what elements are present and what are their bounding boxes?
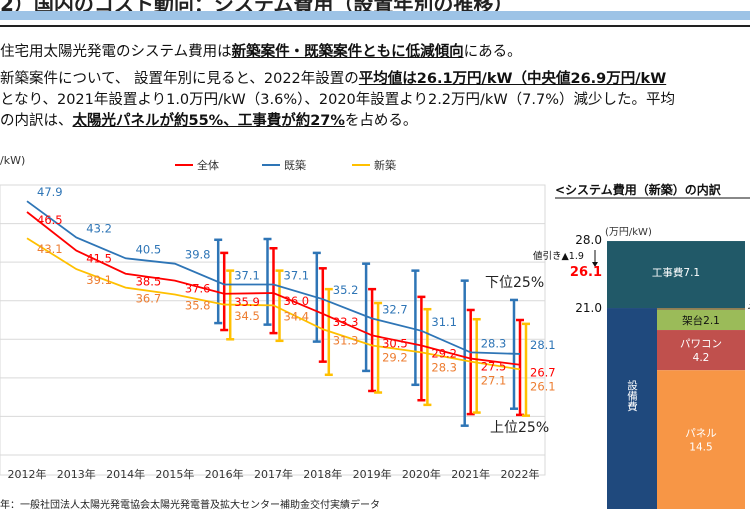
- series-line-新築: [26, 237, 521, 371]
- x-tick-label: 2017年: [254, 467, 293, 481]
- arrow-head: [592, 262, 598, 267]
- y-axis-unit: /kW): [0, 154, 25, 167]
- data-label: 31.1: [431, 315, 457, 329]
- data-label: 39.1: [86, 273, 112, 287]
- title-band: [0, 11, 750, 20]
- data-label: 30.5: [382, 336, 408, 350]
- data-label: 43.1: [37, 242, 63, 256]
- segment-パワコン: [657, 330, 745, 371]
- data-label: 34.5: [234, 309, 260, 323]
- data-label: 35.2: [333, 283, 359, 297]
- data-label: 36.7: [136, 292, 162, 306]
- data-label: 28.3: [481, 336, 507, 350]
- data-label: 32.7: [382, 302, 408, 316]
- data-label: 31.3: [333, 333, 359, 347]
- segment-label: パネル: [685, 428, 717, 440]
- x-tick-label: 2020年: [402, 467, 441, 481]
- data-label: 28.3: [431, 360, 457, 374]
- data-label: 38.5: [136, 275, 162, 289]
- data-label: 27.5: [481, 360, 507, 374]
- annotation-upper: 上位25%: [490, 420, 549, 436]
- segment-その他: [657, 308, 745, 310]
- x-tick-label: 2016年: [205, 467, 244, 481]
- data-label: 39.8: [185, 248, 211, 262]
- segment-value: 4.2: [693, 352, 710, 364]
- data-label: 37.6: [185, 282, 211, 296]
- segment-label: パワコン: [680, 338, 722, 350]
- axis-label: 28.0: [575, 233, 602, 247]
- emphasis: 平均値は26.1万円/kW（中央値26.9万円/kW: [358, 71, 667, 87]
- emphasis: 太陽光パネルが約55%、工事費が約27%: [72, 113, 345, 129]
- segment-label: 架台2.1: [682, 314, 720, 327]
- data-label: 29.2: [431, 346, 457, 360]
- series-line-全体: [26, 211, 521, 366]
- breakdown-title: <システム費用（新築）の内訳: [555, 182, 722, 197]
- data-label: 33.3: [333, 315, 359, 329]
- data-label: 41.5: [86, 252, 112, 266]
- summary-line-1: 住宅用太陽光発電のシステム費用は新築案件・既築案件ともに低減傾向にある。: [0, 40, 522, 61]
- legend-label: 既築: [284, 158, 306, 172]
- summary-line-4: の内訳は、太陽光パネルが約55%、工事費が約27%を占める。: [0, 109, 417, 130]
- segment-工事費: [607, 241, 745, 309]
- annotation-lower: 下位25%: [485, 275, 544, 291]
- data-label: 28.1: [530, 338, 556, 352]
- data-label: 35.8: [185, 299, 211, 313]
- breakdown-unit: (万円/kW): [605, 227, 652, 238]
- data-label: 37.1: [234, 269, 260, 283]
- legend-label: 新築: [374, 158, 396, 172]
- summary-line-2: 新築案件について、 設置年別に見ると、2022年設置の平均値は26.1万円/kW…: [0, 67, 666, 88]
- data-label: 46.5: [37, 213, 63, 227]
- x-tick-label: 2022年: [501, 467, 540, 481]
- data-label: 26.1: [530, 380, 556, 394]
- text: を占める。: [344, 113, 418, 129]
- segment-架台: [657, 309, 745, 331]
- x-tick-label: 2013年: [57, 467, 96, 481]
- text: の内訳は、: [0, 113, 73, 129]
- x-tick-label: 2021年: [451, 467, 490, 481]
- segment-label: そ: [747, 303, 750, 315]
- net-value: 26.1: [570, 265, 602, 280]
- summary-line-3: となり、2021年設置より1.0万円/kW（3.6%）、2020年設置より2.2…: [0, 92, 675, 108]
- x-tick-label: 2018年: [303, 467, 342, 481]
- source-note: 年：一般社団法人太陽光発電協会太陽光発電普及拡大センター補助金交付実績データ: [0, 500, 380, 511]
- data-label: 47.9: [37, 185, 63, 199]
- text: 住宅用太陽光発電のシステム費用は: [0, 44, 232, 60]
- x-tick-label: 2012年: [8, 467, 47, 481]
- segment-パネル: [657, 370, 745, 509]
- data-label: 34.4: [284, 309, 310, 323]
- x-tick-label: 2014年: [106, 467, 145, 481]
- segment-value: 14.5: [689, 442, 712, 454]
- text: 新築案件について、 設置年別に見ると、2022年設置の: [0, 71, 359, 87]
- segment-label-設備費: 設備費: [626, 380, 638, 412]
- data-label: 27.1: [481, 374, 507, 388]
- emphasis: 新築案件・既築案件ともに低減傾向: [231, 44, 464, 60]
- data-label: 37.1: [284, 269, 310, 283]
- data-label: 35.9: [234, 295, 260, 309]
- text: にある。: [463, 44, 522, 60]
- segment-設備費: [607, 308, 657, 509]
- data-label: 36.0: [284, 294, 310, 308]
- x-tick-label: 2015年: [155, 467, 194, 481]
- legend-label: 全体: [197, 158, 219, 172]
- series-line-既築: [26, 200, 521, 355]
- title-divider: [0, 25, 750, 27]
- discount-label: 値引き▲1.9: [533, 250, 584, 262]
- axis-label: 21.0: [575, 301, 602, 315]
- data-label: 43.2: [86, 221, 112, 235]
- data-label: 26.7: [530, 366, 556, 380]
- data-label: 29.2: [382, 350, 408, 364]
- x-tick-label: 2019年: [353, 467, 392, 481]
- data-label: 40.5: [136, 242, 162, 256]
- segment-label: 工事費7.1: [652, 266, 700, 279]
